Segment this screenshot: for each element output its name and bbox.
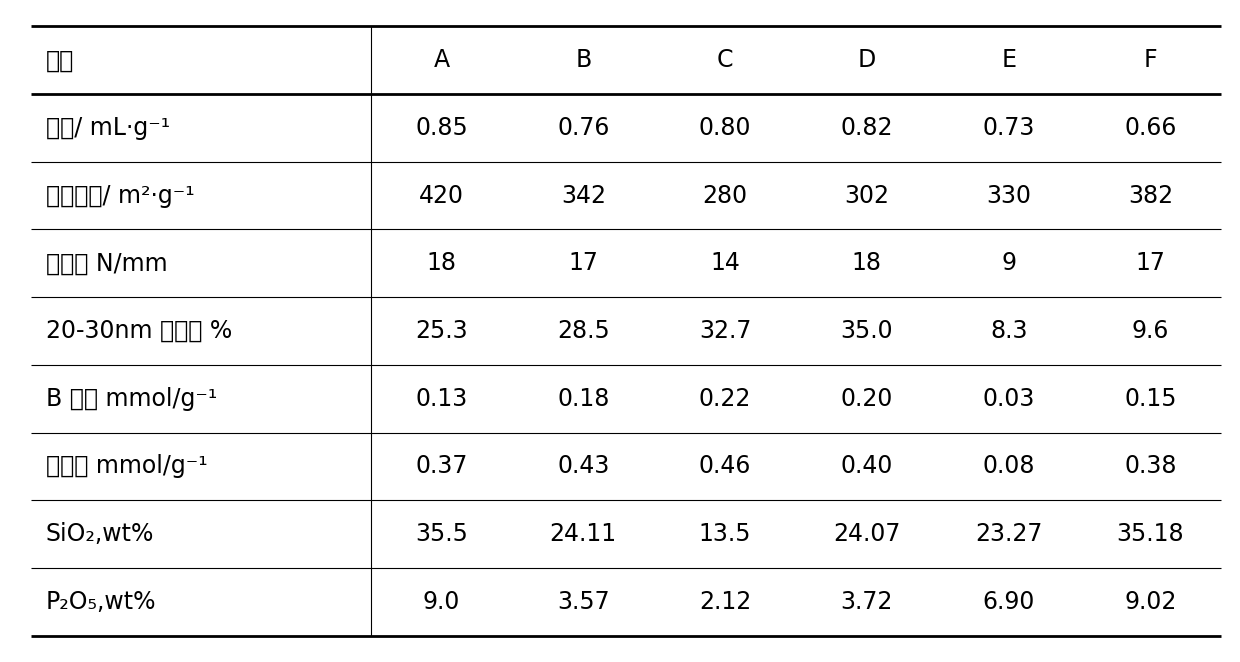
Text: P₂O₅,wt%: P₂O₅,wt%	[46, 590, 156, 614]
Text: 8.3: 8.3	[990, 319, 1028, 343]
Text: 0.82: 0.82	[841, 116, 893, 140]
Text: 0.73: 0.73	[982, 116, 1035, 140]
Text: 342: 342	[560, 183, 606, 208]
Text: 0.22: 0.22	[699, 387, 751, 410]
Text: 35.5: 35.5	[415, 522, 467, 546]
Text: 0.40: 0.40	[841, 454, 893, 479]
Text: F: F	[1143, 48, 1157, 72]
Text: 420: 420	[419, 183, 464, 208]
Text: 0.18: 0.18	[557, 387, 610, 410]
Text: 0.20: 0.20	[841, 387, 893, 410]
Text: 32.7: 32.7	[699, 319, 751, 343]
Text: 302: 302	[844, 183, 889, 208]
Text: D: D	[858, 48, 875, 72]
Text: 3.57: 3.57	[557, 590, 610, 614]
Text: 14: 14	[711, 252, 740, 275]
Text: 9.0: 9.0	[423, 590, 460, 614]
Text: 6.90: 6.90	[982, 590, 1035, 614]
Text: 0.80: 0.80	[699, 116, 751, 140]
Text: 23.27: 23.27	[975, 522, 1043, 546]
Text: 28.5: 28.5	[557, 319, 610, 343]
Text: 项目: 项目	[46, 48, 74, 72]
Text: 17: 17	[568, 252, 598, 275]
Text: 25.3: 25.3	[415, 319, 467, 343]
Text: 330: 330	[986, 183, 1032, 208]
Text: C: C	[717, 48, 733, 72]
Text: 0.85: 0.85	[415, 116, 467, 140]
Text: 280: 280	[703, 183, 748, 208]
Text: 18: 18	[427, 252, 456, 275]
Text: 13.5: 13.5	[699, 522, 751, 546]
Text: 0.38: 0.38	[1125, 454, 1177, 479]
Text: 0.37: 0.37	[415, 454, 467, 479]
Text: B 酸， mmol/g⁻¹: B 酸， mmol/g⁻¹	[46, 387, 217, 410]
Text: SiO₂,wt%: SiO₂,wt%	[46, 522, 154, 546]
Text: 酸量， mmol/g⁻¹: 酸量， mmol/g⁻¹	[46, 454, 207, 479]
Text: 0.66: 0.66	[1125, 116, 1177, 140]
Text: 0.15: 0.15	[1125, 387, 1177, 410]
Text: 35.0: 35.0	[841, 319, 893, 343]
Text: 35.18: 35.18	[1117, 522, 1184, 546]
Text: 孔容/ mL·g⁻¹: 孔容/ mL·g⁻¹	[46, 116, 170, 140]
Text: 17: 17	[1136, 252, 1166, 275]
Text: A: A	[434, 48, 450, 72]
Text: 0.08: 0.08	[982, 454, 1035, 479]
Text: 0.43: 0.43	[557, 454, 610, 479]
Text: 强度， N/mm: 强度， N/mm	[46, 252, 167, 275]
Text: 0.03: 0.03	[982, 387, 1035, 410]
Text: 20-30nm 比例， %: 20-30nm 比例， %	[46, 319, 232, 343]
Text: 18: 18	[852, 252, 882, 275]
Text: 比表面积/ m²·g⁻¹: 比表面积/ m²·g⁻¹	[46, 183, 195, 208]
Text: 9.6: 9.6	[1132, 319, 1169, 343]
Text: 2.12: 2.12	[699, 590, 751, 614]
Text: 9: 9	[1001, 252, 1017, 275]
Text: 382: 382	[1128, 183, 1173, 208]
Text: 24.11: 24.11	[549, 522, 616, 546]
Text: 9.02: 9.02	[1125, 590, 1177, 614]
Text: 0.76: 0.76	[557, 116, 610, 140]
Text: 0.13: 0.13	[415, 387, 467, 410]
Text: E: E	[1001, 48, 1017, 72]
Text: 3.72: 3.72	[841, 590, 893, 614]
Text: 24.07: 24.07	[833, 522, 900, 546]
Text: B: B	[575, 48, 591, 72]
Text: 0.46: 0.46	[699, 454, 751, 479]
